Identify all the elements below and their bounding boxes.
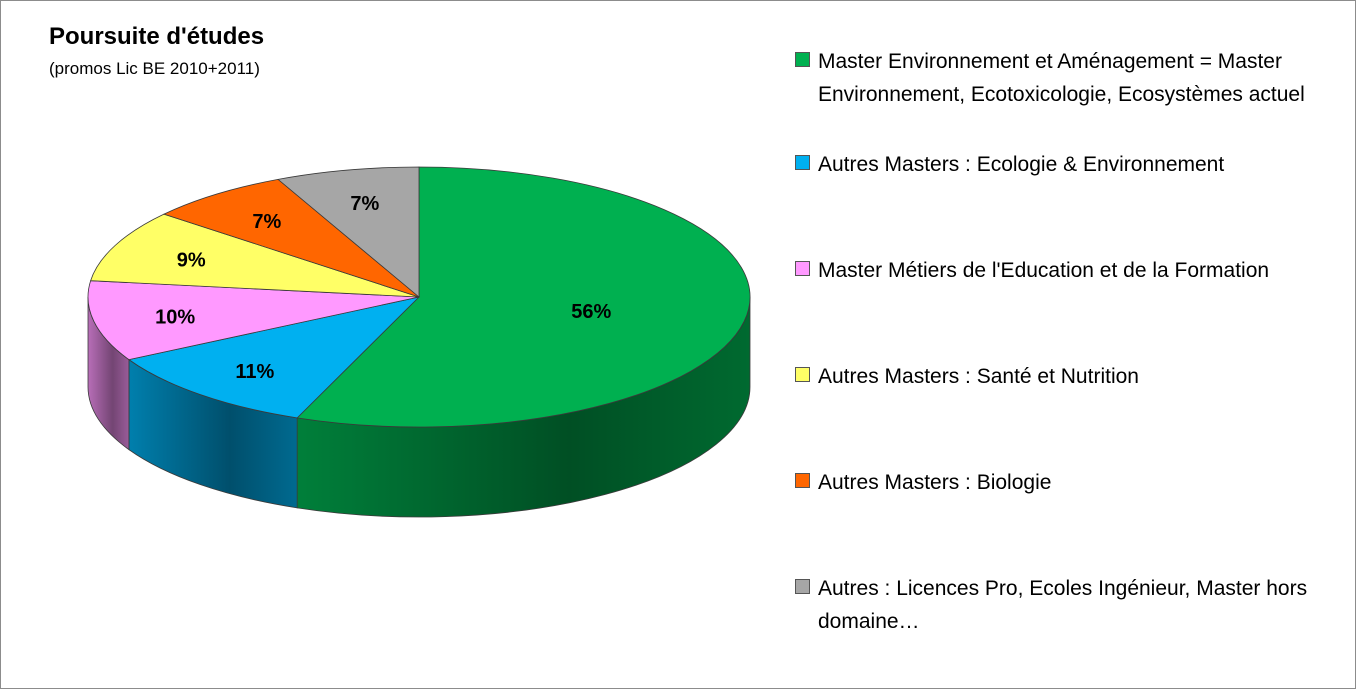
legend-swatch-5 [795,579,810,594]
legend-label-0: Master Environnement et Aménagement = Ma… [818,50,1305,106]
chart-title: Poursuite d'études [49,23,265,50]
legend-label-5: Autres : Licences Pro, Ecoles Ingénieur,… [818,577,1308,633]
pie-data-label-5: 7% [350,193,379,215]
legend-label-2: Master Métiers de l'Education et de la F… [818,259,1270,282]
legend-swatch-0 [795,52,810,67]
pie-side-walls [87,296,751,518]
pie-data-label-0: 56% [571,301,611,323]
legend-label-3: Autres Masters : Santé et Nutrition [818,365,1139,388]
legend-swatch-4 [795,473,810,488]
chart-subtitle: (promos Lic BE 2010+2011) [49,59,260,78]
pie-data-label-2: 10% [155,306,195,328]
legend-label-1: Autres Masters : Ecologie & Environnemen… [818,153,1225,176]
pie-slices [87,166,751,428]
pie-data-label-4: 7% [252,211,281,233]
legend-swatch-3 [795,367,810,382]
legend-item-2: Master Métiers de l'Education et de la F… [795,254,1347,287]
pie-slice-3 [90,213,420,298]
legend-item-0: Master Environnement et Aménagement = Ma… [795,45,1347,111]
pie-slice-5 [277,166,420,298]
pie-slice-0 [296,166,751,428]
pie-data-label-3: 9% [177,249,206,271]
legend-item-5: Autres : Licences Pro, Ecoles Ingénieur,… [795,572,1347,638]
pie-slice-2 [87,280,420,361]
pie-slice-1 [127,296,421,419]
pie-data-labels: 56% 11% 10% 9% 7% 7% [155,193,611,383]
pie-data-label-1: 11% [235,361,274,383]
legend-swatch-1 [795,155,810,170]
legend-item-1: Autres Masters : Ecologie & Environnemen… [795,148,1347,181]
legend-item-4: Autres Masters : Biologie [795,466,1347,499]
pie-slice-4 [162,178,420,298]
legend-swatch-2 [795,261,810,276]
legend-item-3: Autres Masters : Santé et Nutrition [795,360,1347,393]
legend-label-4: Autres Masters : Biologie [818,471,1052,494]
